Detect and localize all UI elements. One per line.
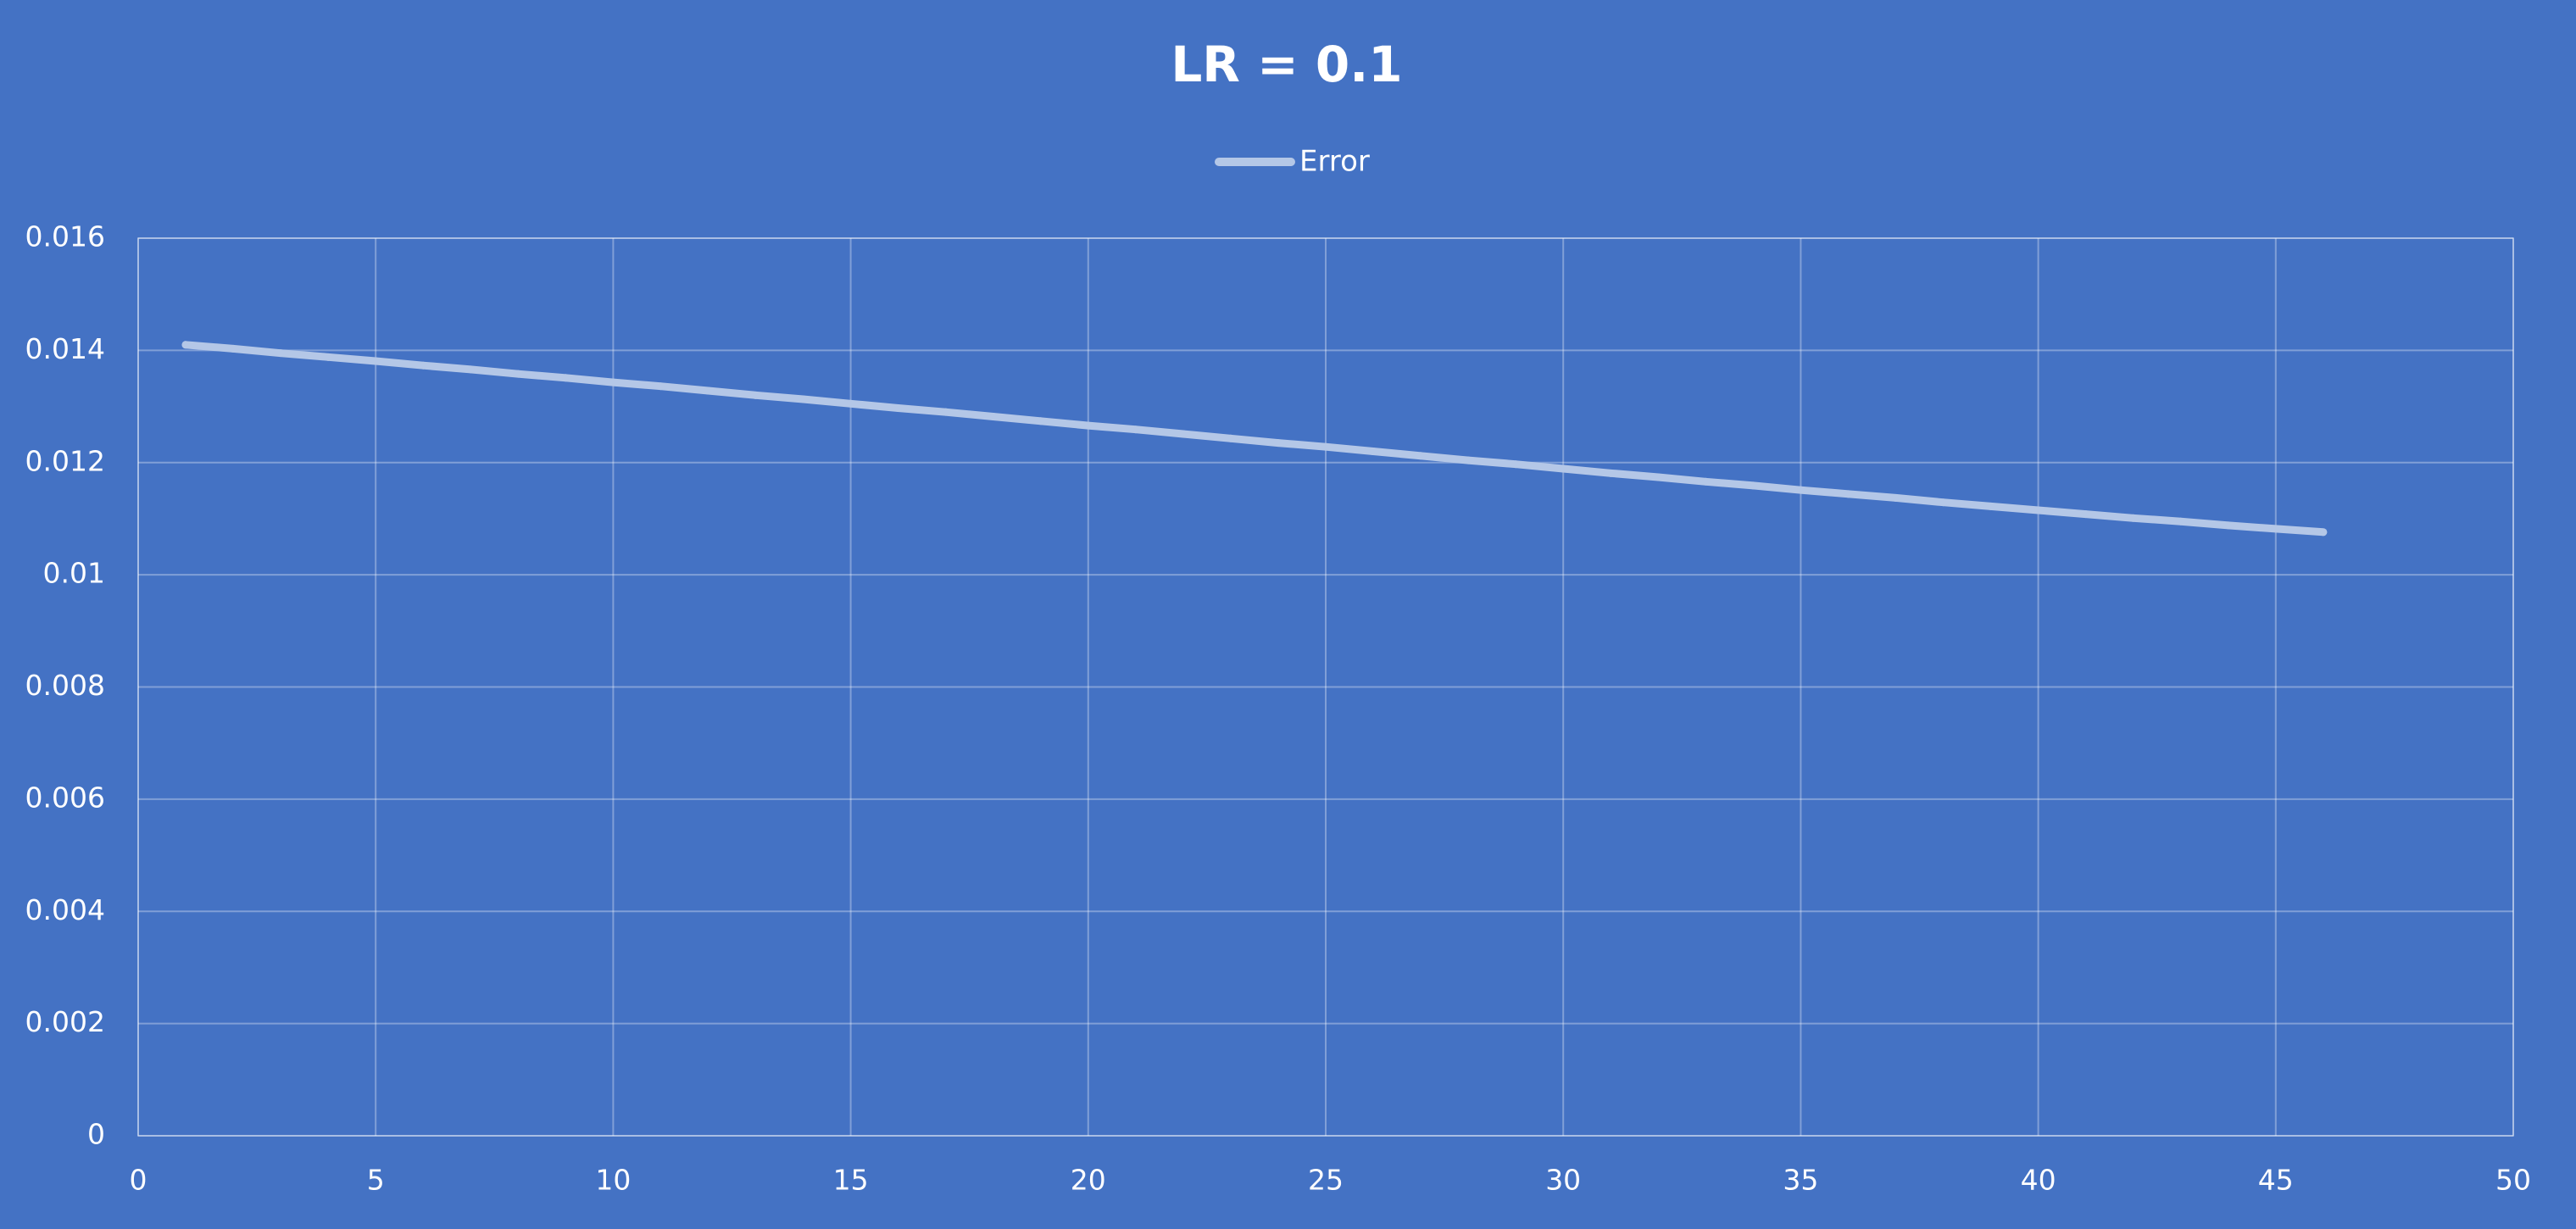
x-tick-label: 30 xyxy=(1545,1164,1581,1197)
data-point xyxy=(1891,493,1900,502)
data-point xyxy=(847,399,855,408)
data-point xyxy=(181,341,190,349)
x-tick-label: 45 xyxy=(2258,1164,2294,1197)
data-point xyxy=(2319,528,2328,537)
data-point xyxy=(1701,477,1710,486)
data-point xyxy=(1037,417,1045,425)
data-point xyxy=(1749,481,1757,490)
series-line-error xyxy=(181,341,2328,537)
y-tick-label: 0.006 xyxy=(25,781,105,814)
data-point xyxy=(894,404,903,413)
x-tick-label: 10 xyxy=(595,1164,631,1197)
data-point xyxy=(1654,473,1662,481)
data-point xyxy=(609,378,617,386)
data-point xyxy=(1274,439,1282,448)
data-point xyxy=(1939,498,1948,507)
data-point xyxy=(2034,506,2043,514)
grid xyxy=(137,237,2514,1137)
y-tick-label: 0.012 xyxy=(25,444,105,477)
data-point xyxy=(1227,434,1235,442)
y-tick-label: 0.002 xyxy=(25,1005,105,1038)
y-axis-tick-labels: 0 0.002 0.004 0.006 0.008 0.01 0.012 0.014 0.016 xyxy=(25,220,105,1151)
data-point xyxy=(371,357,380,365)
x-tick-label: 35 xyxy=(1783,1164,1818,1197)
data-point xyxy=(2177,517,2185,526)
data-point xyxy=(1464,456,1472,464)
x-tick-label: 25 xyxy=(1308,1164,1344,1197)
series xyxy=(181,341,2328,537)
x-tick-label: 5 xyxy=(367,1164,385,1197)
data-point xyxy=(2082,510,2090,519)
data-point xyxy=(1321,442,1330,451)
legend-entry-error: Error xyxy=(1299,145,1370,179)
data-point xyxy=(1132,425,1140,434)
y-tick-label: 0.008 xyxy=(25,669,105,702)
y-tick-label: 0 xyxy=(87,1118,105,1151)
data-point xyxy=(324,353,332,361)
data-point xyxy=(514,370,522,378)
data-point xyxy=(1796,486,1805,494)
data-point xyxy=(1511,460,1520,469)
data-point xyxy=(656,382,665,391)
x-axis-tick-labels: 0 5 10 15 20 25 30 35 40 45 50 xyxy=(130,1164,2532,1197)
data-point xyxy=(2224,521,2233,530)
data-point xyxy=(752,391,760,399)
x-tick-label: 15 xyxy=(833,1164,869,1197)
plot-area-border xyxy=(137,237,2514,1137)
x-tick-label: 0 xyxy=(130,1164,147,1197)
data-point xyxy=(1416,452,1425,460)
y-tick-label: 0.004 xyxy=(25,893,105,926)
data-point xyxy=(419,361,427,370)
data-point xyxy=(561,374,570,382)
data-point xyxy=(1084,421,1093,430)
data-point xyxy=(799,395,808,403)
y-tick-label: 0.014 xyxy=(25,332,105,365)
series-points xyxy=(181,341,2328,537)
data-point xyxy=(1844,490,1852,498)
data-point xyxy=(2129,514,2138,522)
data-point xyxy=(229,344,237,353)
data-point xyxy=(2272,525,2280,533)
legend: Error xyxy=(1215,145,1370,179)
data-point xyxy=(704,386,712,395)
data-point xyxy=(276,349,285,358)
data-point xyxy=(1606,469,1615,477)
data-point xyxy=(1369,448,1377,456)
data-point xyxy=(942,408,950,416)
data-point xyxy=(1987,502,1995,510)
data-point xyxy=(989,412,998,420)
y-tick-label: 0.01 xyxy=(43,557,105,590)
x-tick-label: 20 xyxy=(1071,1164,1106,1197)
x-tick-label: 40 xyxy=(2021,1164,2056,1197)
chart-title: LR = 0.1 xyxy=(1171,36,1402,93)
x-tick-label: 50 xyxy=(2495,1164,2531,1197)
data-point xyxy=(1179,430,1188,438)
data-point xyxy=(1559,464,1567,473)
data-point xyxy=(466,365,475,374)
y-tick-label: 0.016 xyxy=(25,220,105,253)
